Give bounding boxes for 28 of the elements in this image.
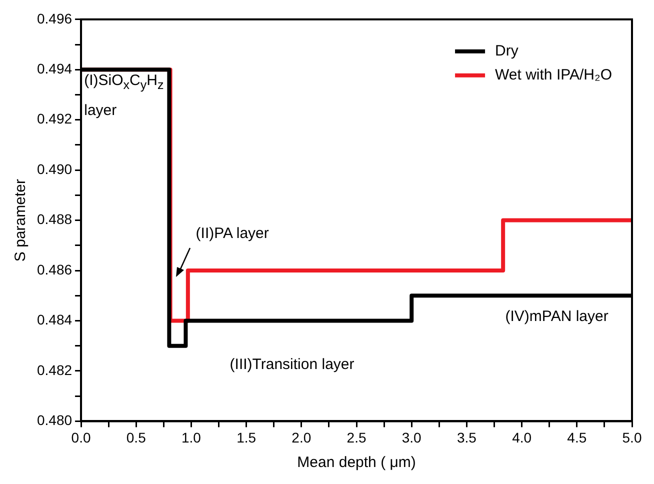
x-tick-label: 1.0 — [181, 429, 202, 446]
x-tick-label: 2.5 — [346, 429, 366, 446]
y-tick-label: 0.486 — [36, 261, 72, 278]
x-tick-label: 3.0 — [402, 429, 422, 446]
x-tick-label: 3.5 — [456, 429, 477, 446]
y-tick-label: 0.494 — [36, 60, 72, 76]
y-axis-title: S parameter — [12, 179, 30, 262]
annotation: (IV)mPAN layer — [505, 306, 608, 327]
text: (I)SiO$_{x}$C$_{y}$H$_{z}$ layer — [84, 72, 164, 119]
x-tick-label: 2.0 — [292, 429, 312, 446]
annotation: (III)Transition layer — [230, 354, 354, 375]
y-tick-label: 0.496 — [36, 10, 72, 26]
x-tick-label: 5.0 — [622, 429, 642, 446]
y-tick-label: 0.484 — [36, 312, 72, 328]
legend-label: Wet with IPA/H₂O — [495, 66, 612, 84]
y-tick-label: 0.488 — [36, 211, 72, 228]
x-tick-label: 4.5 — [567, 429, 587, 446]
x-tick-label: 1.5 — [236, 429, 256, 446]
annotation: (II)PA layer — [196, 224, 269, 244]
y-tick-label: 0.482 — [36, 362, 72, 378]
x-tick-label: 0.5 — [126, 429, 146, 446]
x-tick-label: 0.0 — [71, 429, 91, 446]
y-tick-label: 0.492 — [36, 110, 72, 127]
y-tick-label: 0.490 — [36, 160, 72, 177]
x-tick-label: 4.0 — [512, 429, 532, 446]
legend-label: Dry — [495, 42, 519, 60]
x-axis-title: Mean depth ( μm) — [297, 454, 416, 472]
y-tick-label: 0.480 — [36, 412, 72, 428]
